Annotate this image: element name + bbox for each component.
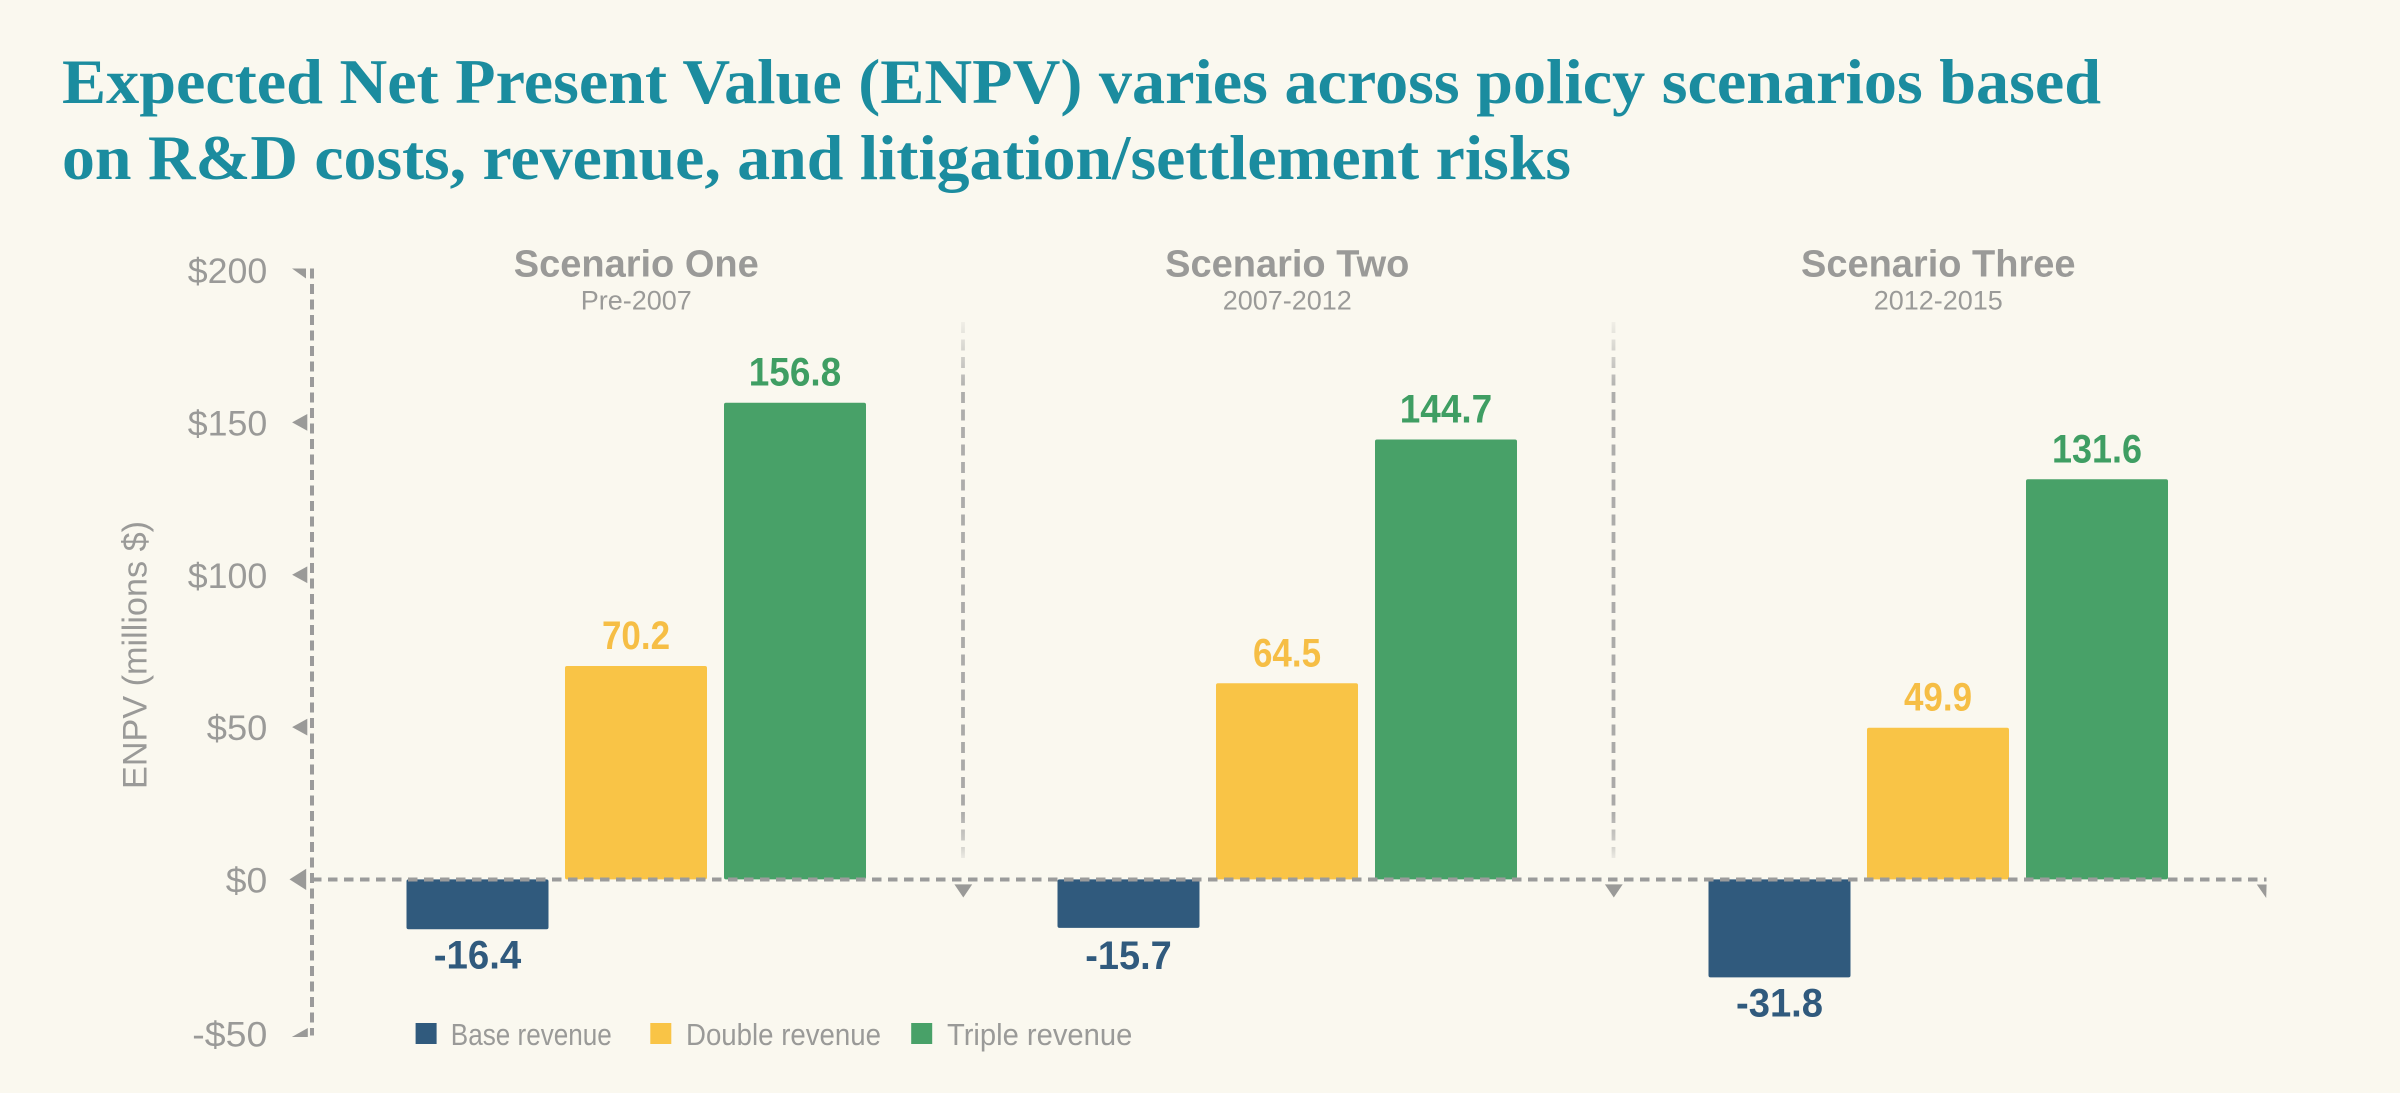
svg-text:64.5: 64.5 (1253, 631, 1321, 675)
svg-text:-$50: -$50 (192, 1014, 267, 1054)
svg-text:2007-2012: 2007-2012 (1223, 285, 1352, 315)
svg-text:on R&D costs, revenue, and lit: on R&D costs, revenue, and litigation/se… (62, 122, 1571, 193)
svg-text:Triple revenue: Triple revenue (947, 1017, 1132, 1052)
svg-text:Expected Net Present Value (EN: Expected Net Present Value (ENPV) varies… (62, 46, 2101, 117)
svg-text:Scenario Three: Scenario Three (1801, 243, 2076, 285)
svg-text:-16.4: -16.4 (434, 934, 522, 978)
svg-text:Pre-2007: Pre-2007 (581, 285, 692, 315)
svg-text:131.6: 131.6 (2052, 427, 2142, 471)
svg-text:$50: $50 (207, 708, 268, 748)
svg-text:156.8: 156.8 (749, 351, 842, 395)
svg-text:ENPV (millions $): ENPV (millions $) (117, 521, 155, 789)
svg-text:49.9: 49.9 (1904, 676, 1972, 720)
svg-text:Double revenue: Double revenue (686, 1017, 881, 1052)
svg-text:Scenario One: Scenario One (514, 243, 759, 285)
svg-text:$0: $0 (226, 861, 268, 901)
svg-text:-15.7: -15.7 (1085, 934, 1172, 978)
svg-text:$150: $150 (188, 404, 268, 444)
svg-text:Scenario Two: Scenario Two (1165, 243, 1409, 285)
svg-text:144.7: 144.7 (1400, 388, 1493, 432)
svg-text:-31.8: -31.8 (1736, 981, 1823, 1025)
svg-text:Base revenue: Base revenue (451, 1017, 612, 1052)
svg-text:2012-2015: 2012-2015 (1874, 285, 2003, 315)
svg-text:$200: $200 (188, 251, 268, 291)
svg-text:70.2: 70.2 (602, 614, 670, 658)
svg-text:$100: $100 (188, 556, 268, 596)
